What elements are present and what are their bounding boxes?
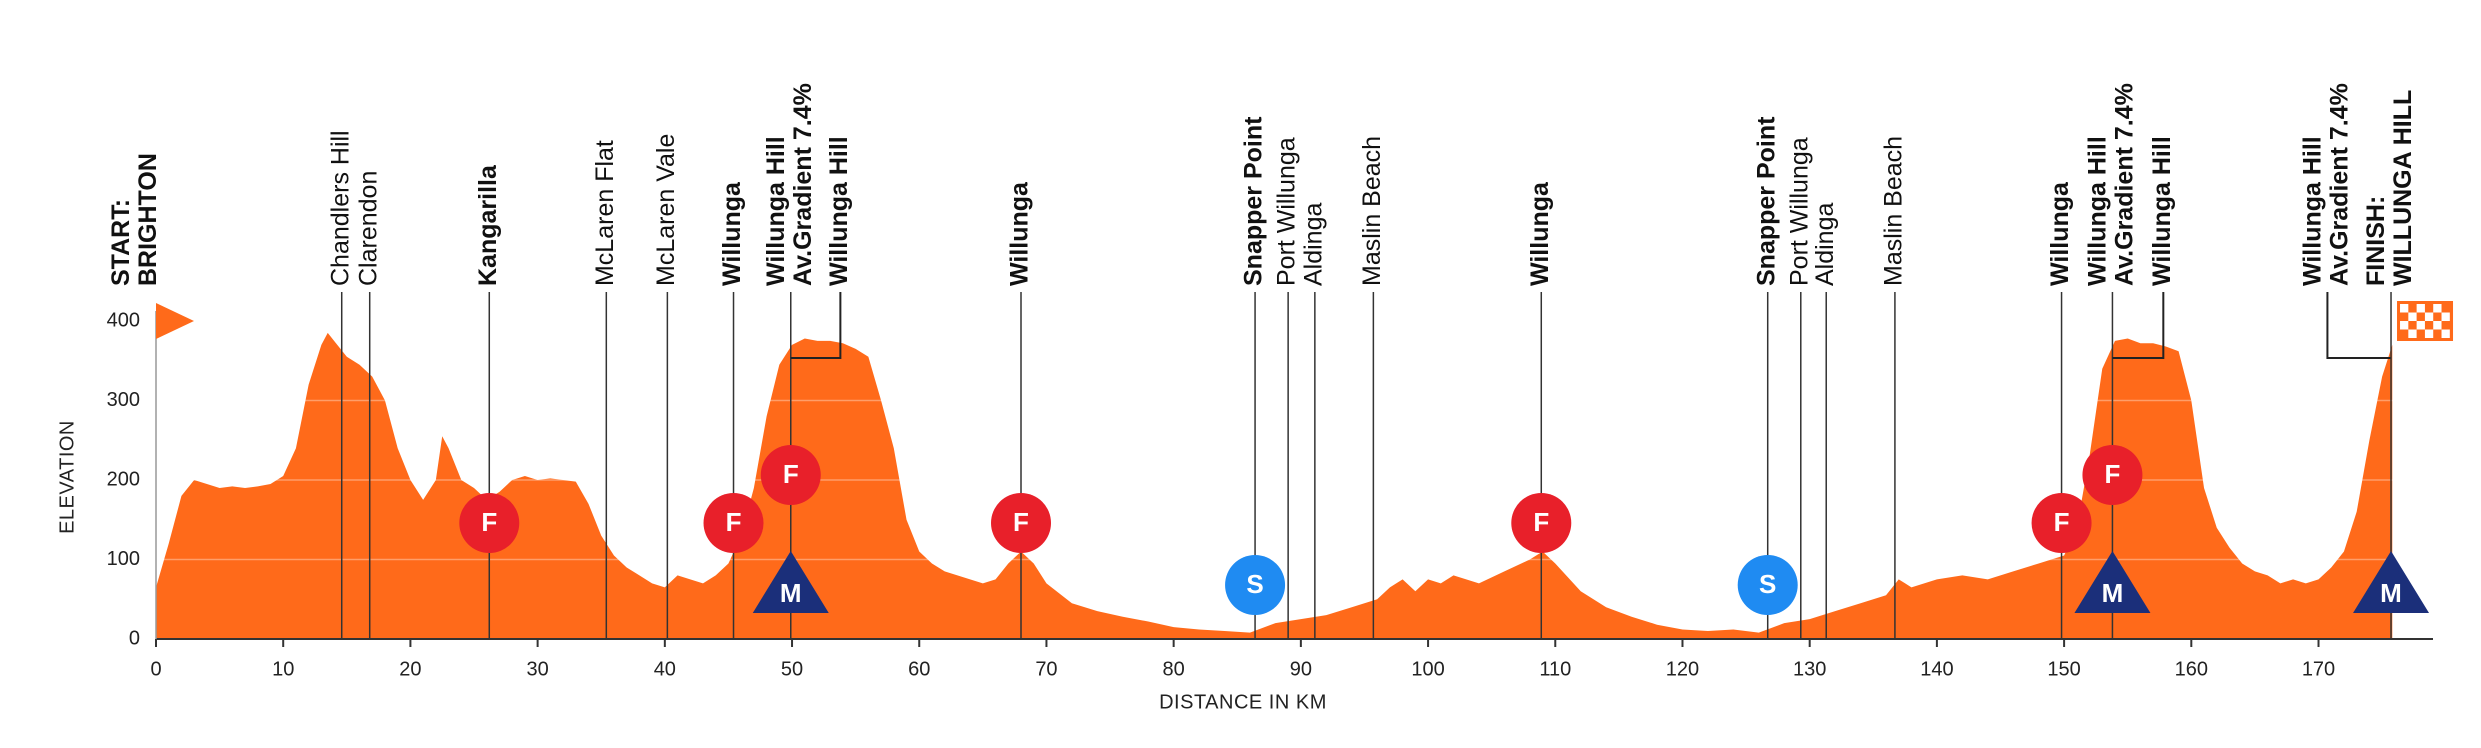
finish-flag-check bbox=[2433, 304, 2442, 313]
x-tick-label: 60 bbox=[908, 658, 930, 680]
waypoint-label: WILLUNGA HILL bbox=[2389, 90, 2417, 286]
finish-flag-check bbox=[2441, 312, 2450, 321]
waypoint-label: Snapper Point bbox=[1240, 116, 1268, 286]
snapper-marker bbox=[1225, 555, 1286, 615]
y-tick-label: 100 bbox=[107, 548, 140, 570]
finish-flag-check bbox=[2441, 329, 2450, 338]
marker-label: M bbox=[2102, 578, 2124, 608]
x-tick-label: 100 bbox=[1411, 658, 1444, 680]
leader-line bbox=[2112, 292, 2165, 359]
x-tick-label: 50 bbox=[781, 658, 803, 680]
waypoint-label: Port Willunga bbox=[1273, 137, 1301, 286]
marker-label: S bbox=[1246, 569, 1263, 599]
x-tick-label: 80 bbox=[1163, 658, 1185, 680]
waypoint-label: Willunga bbox=[1006, 181, 1034, 286]
waypoint-label: Willunga bbox=[2046, 181, 2074, 286]
sprint-marker bbox=[459, 493, 520, 553]
finish-flag-check bbox=[2400, 321, 2409, 330]
marker-label: M bbox=[2380, 578, 2402, 608]
finish-flag-check bbox=[2408, 312, 2417, 321]
sprint-marker bbox=[991, 493, 1052, 553]
waypoint-label: Av.Gradient 7.4% bbox=[2111, 83, 2139, 286]
waypoint-label: Willunga Hill bbox=[762, 136, 790, 286]
marker-label: S bbox=[1759, 569, 1776, 599]
marker-label: M bbox=[780, 578, 802, 608]
waypoint-label: Kangarilla bbox=[474, 164, 502, 286]
sprint-marker bbox=[1511, 493, 1572, 553]
mountain-marker bbox=[2074, 551, 2151, 613]
marker-label: F bbox=[2054, 507, 2070, 537]
elevation-area bbox=[156, 332, 2393, 639]
waypoint-label: Willunga bbox=[1526, 181, 1554, 286]
y-tick-label: 300 bbox=[107, 389, 140, 411]
x-tick-label: 150 bbox=[2047, 658, 2080, 680]
waypoint-label: Av.Gradient 7.4% bbox=[789, 83, 817, 286]
waypoint-label: Aldinga bbox=[1299, 203, 1327, 286]
x-tick-label: 170 bbox=[2302, 658, 2335, 680]
x-axis-title: DISTANCE IN KM bbox=[1159, 691, 1327, 713]
finish-flag-check bbox=[2416, 321, 2425, 330]
finish-flag-check bbox=[2424, 312, 2434, 321]
finish-flag-check bbox=[2433, 321, 2442, 330]
waypoint-label: Clarendon bbox=[354, 171, 382, 286]
waypoint-label: Maslin Beach bbox=[1358, 136, 1386, 286]
waypoint-label: Willunga Hill bbox=[2084, 136, 2112, 286]
x-tick-label: 0 bbox=[150, 658, 161, 680]
waypoint-label: Port Willunga bbox=[1785, 137, 1813, 286]
waypoint-label: Maslin Beach bbox=[1880, 136, 1908, 286]
x-tick-label: 160 bbox=[2175, 658, 2208, 680]
sprint-marker bbox=[760, 445, 821, 505]
waypoint-label: Willunga bbox=[718, 181, 746, 286]
finish-flag-check bbox=[2424, 329, 2434, 338]
mountain-marker bbox=[752, 551, 829, 613]
marker-label: F bbox=[783, 459, 799, 489]
waypoint-label: Aldinga bbox=[1811, 203, 1839, 286]
waypoint-label: Chandlers Hill bbox=[326, 130, 354, 286]
y-tick-label: 0 bbox=[129, 627, 140, 649]
y-axis-title: ELEVATION bbox=[56, 420, 78, 534]
leader-line bbox=[2326, 292, 2392, 359]
waypoint-label: BRIGHTON bbox=[134, 153, 162, 286]
leader-line bbox=[790, 292, 842, 359]
waypoint-label: McLaren Vale bbox=[652, 134, 680, 286]
marker-label: F bbox=[481, 507, 497, 537]
waypoint-label: Av.Gradient 7.4% bbox=[2326, 83, 2354, 286]
waypoint-label: McLaren Flat bbox=[591, 140, 619, 286]
waypoint-label: Snapper Point bbox=[1752, 116, 1780, 286]
waypoint-label: FINISH: bbox=[2362, 196, 2390, 286]
y-tick-label: 200 bbox=[107, 468, 140, 490]
marker-label: F bbox=[1533, 507, 1549, 537]
x-tick-label: 40 bbox=[654, 658, 676, 680]
x-tick-label: 140 bbox=[1920, 658, 1953, 680]
waypoint-label: Willunga Hill bbox=[825, 136, 853, 286]
waypoint-label: START: bbox=[107, 199, 135, 286]
waypoint-label: Willunga Hill bbox=[2148, 136, 2176, 286]
sprint-marker bbox=[2031, 493, 2092, 553]
waypoint-label: Willunga Hill bbox=[2299, 136, 2327, 286]
marker-label: F bbox=[1013, 507, 1029, 537]
sprint-marker bbox=[2082, 445, 2143, 505]
mountain-marker bbox=[2353, 551, 2430, 613]
x-tick-label: 130 bbox=[1793, 658, 1826, 680]
x-tick-label: 20 bbox=[399, 658, 421, 680]
marker-label: F bbox=[2104, 459, 2120, 489]
finish-flag-check bbox=[2400, 304, 2409, 313]
finish-flag-check bbox=[2416, 304, 2425, 313]
snapper-marker bbox=[1737, 555, 1798, 615]
marker-label: F bbox=[726, 507, 742, 537]
x-tick-label: 110 bbox=[1539, 658, 1571, 680]
x-tick-label: 90 bbox=[1290, 658, 1312, 680]
x-tick-label: 120 bbox=[1666, 658, 1699, 680]
finish-flag-check bbox=[2408, 329, 2417, 338]
sprint-marker bbox=[703, 493, 764, 553]
start-flag bbox=[156, 303, 194, 339]
x-tick-label: 10 bbox=[272, 658, 294, 680]
y-tick-label: 400 bbox=[107, 309, 140, 331]
x-tick-label: 30 bbox=[526, 658, 548, 680]
x-tick-label: 70 bbox=[1035, 658, 1057, 680]
